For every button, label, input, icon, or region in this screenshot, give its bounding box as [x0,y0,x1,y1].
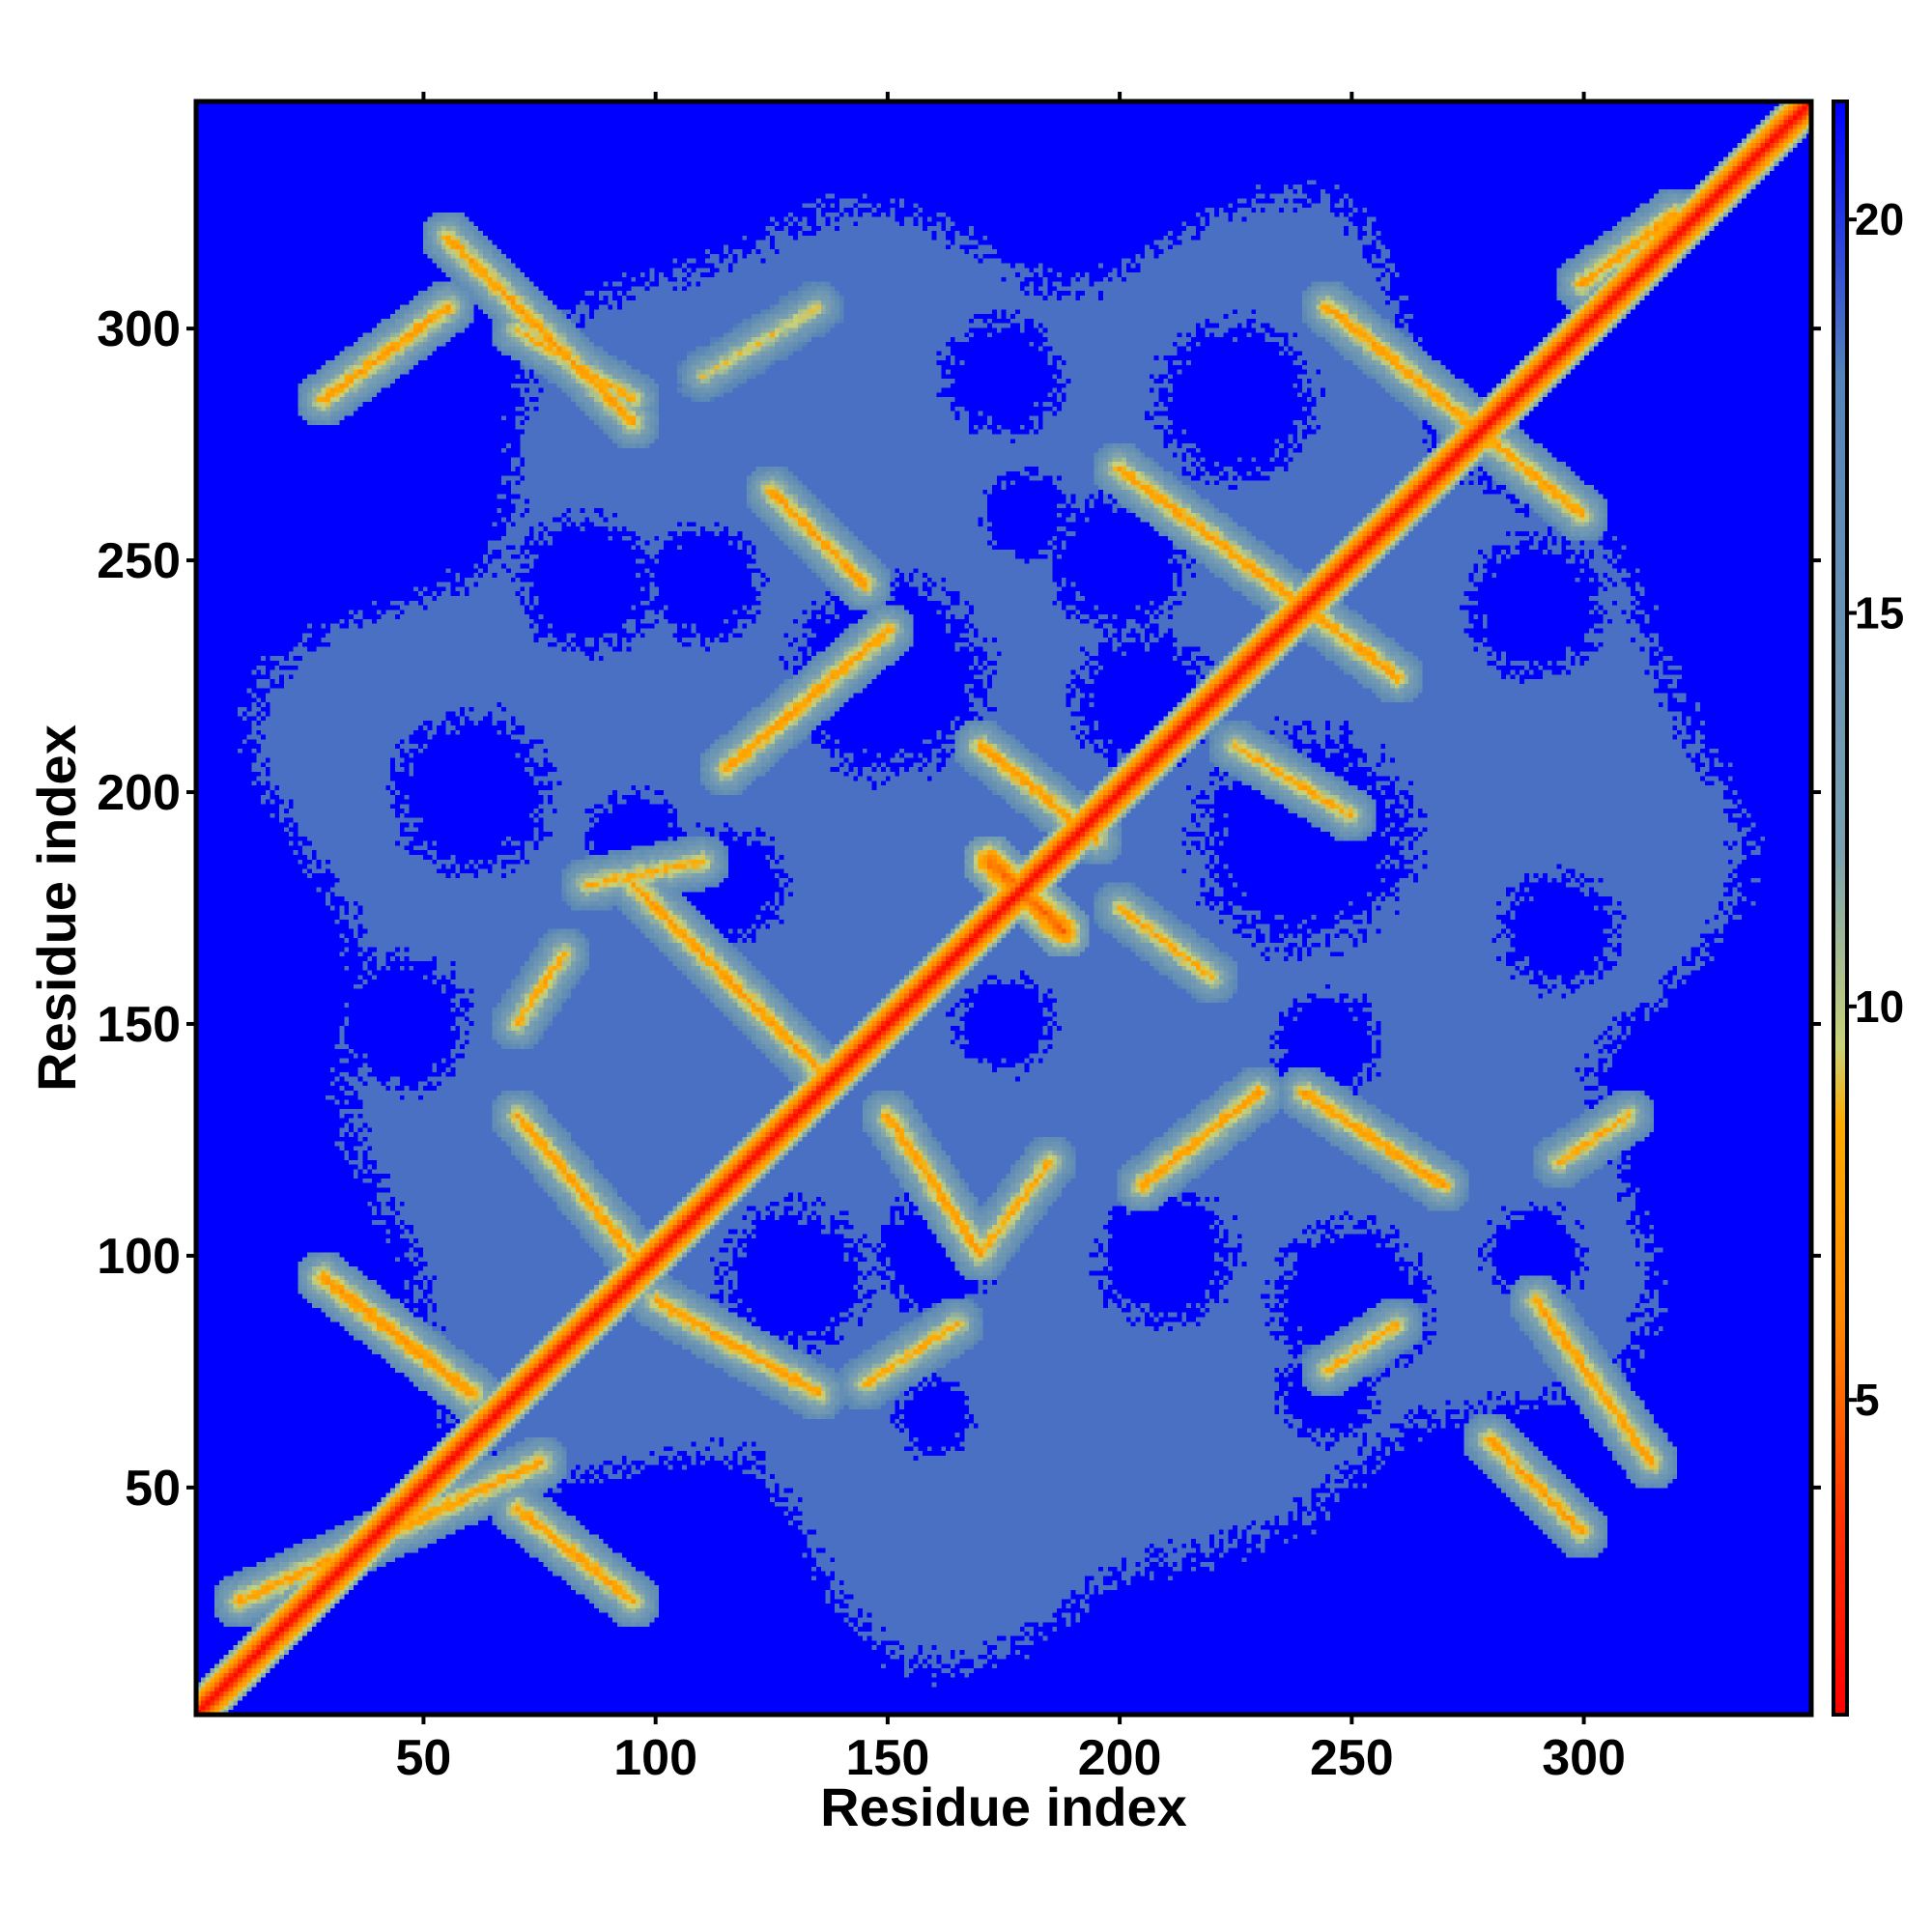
heatmap-raster [196,101,1811,1715]
y-tick-label: 300 [97,301,181,357]
colorbar [1832,99,1849,1717]
y-tick-label: 150 [97,997,181,1053]
y-axis-ticks: 50 100 150 200 250 300 [97,301,1821,1517]
y-axis-title: Residue index [26,724,87,1092]
colorbar-ticks: 5 10 15 20 [1847,194,1904,1425]
x-tick-label: 200 [1078,1730,1162,1786]
x-tick-label: 50 [396,1730,452,1786]
x-axis-title: Residue index [820,1776,1187,1837]
y-tick-label: 200 [97,765,181,821]
colorbar-tick-label: 20 [1855,194,1904,244]
y-tick-label: 50 [125,1461,181,1517]
colorbar-tick-label: 5 [1855,1375,1880,1425]
plot-frame-border [193,99,1814,1718]
x-tick-label: 100 [613,1730,697,1786]
colorbar-tick-label: 10 [1855,981,1904,1032]
x-tick-label: 300 [1542,1730,1626,1786]
x-tick-label: 150 [846,1730,930,1786]
y-tick-label: 250 [97,533,181,589]
y-tick-label: 100 [97,1229,181,1285]
x-tick-label: 250 [1310,1730,1394,1786]
colorbar-tick-label: 15 [1855,588,1904,639]
x-axis-ticks: 50 100 150 200 250 300 [396,92,1626,1786]
heatmap-image [196,101,1811,1715]
